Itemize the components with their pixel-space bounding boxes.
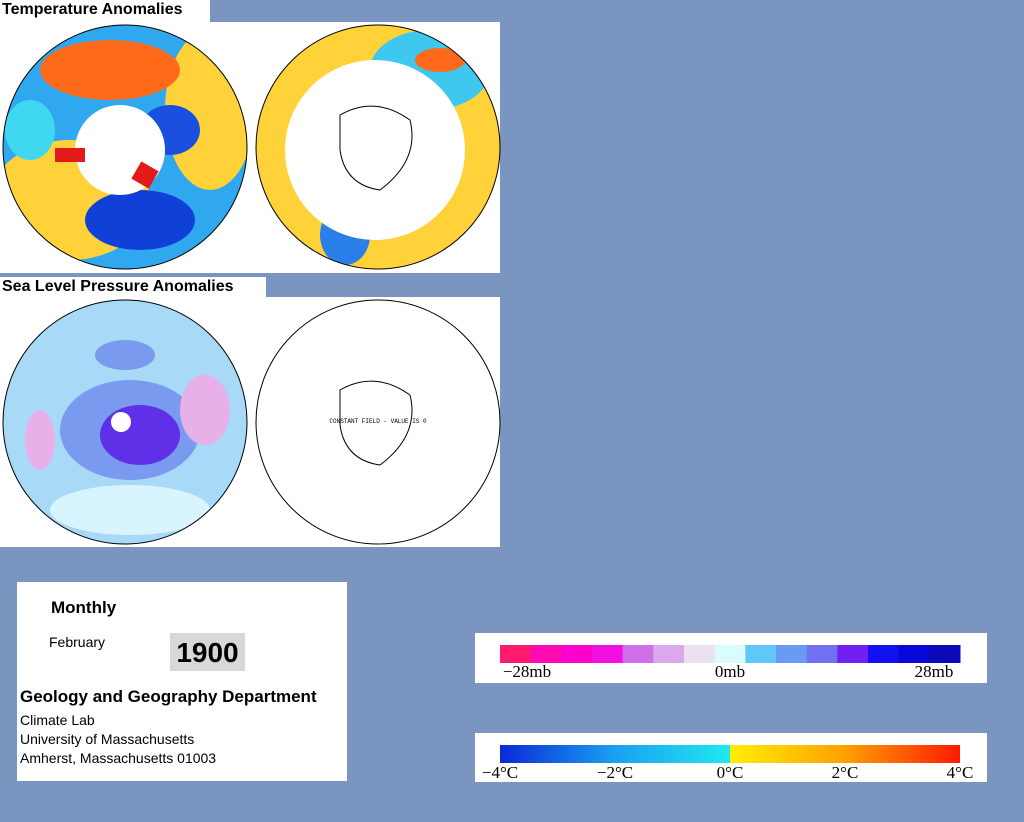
info-line: Climate Lab (20, 712, 95, 728)
coastline (339, 105, 413, 191)
scale-label: 0°C (717, 763, 744, 782)
color-swatch (500, 645, 532, 663)
pressure-map-north (3, 300, 247, 544)
color-swatch (776, 645, 808, 663)
color-swatch (530, 645, 562, 663)
year: 1900 (170, 633, 245, 671)
color-swatch (684, 645, 716, 663)
color-swatch (868, 645, 900, 663)
scale-label: 2°C (832, 763, 859, 782)
temperature-colorbar (500, 745, 960, 763)
color-swatch (714, 645, 746, 663)
scale-label: −4°C (482, 763, 518, 782)
month: February (49, 634, 106, 650)
color-swatch (745, 645, 777, 663)
period: Monthly (51, 598, 117, 617)
scale-label: 4°C (947, 763, 974, 782)
color-swatch (837, 645, 869, 663)
color-swatch (653, 645, 685, 663)
color-swatch (806, 645, 838, 663)
scale-label: 28mb (915, 662, 954, 681)
color-swatch (622, 645, 654, 663)
color-swatch (929, 645, 961, 663)
department: Geology and Geography Department (20, 687, 317, 706)
color-swatch (561, 645, 593, 663)
info-line: University of Massachusetts (20, 731, 195, 747)
color-swatch (898, 645, 930, 663)
scale-label: −28mb (503, 662, 551, 681)
temperature-map-south (256, 25, 500, 269)
scale-label: −2°C (597, 763, 633, 782)
pressure-colorbar (500, 645, 961, 663)
panel-title: Temperature Anomalies (0, 0, 210, 22)
scale-label: 0mb (715, 662, 745, 681)
info-box: Monthly February 1900 Geology and Geogra… (17, 582, 347, 781)
panel-title: Sea Level Pressure Anomalies (0, 277, 266, 297)
coastline (339, 380, 413, 466)
map-annotation: CONSTANT FIELD - VALUE IS 0 (329, 418, 427, 425)
info-line: Amherst, Massachusetts 01003 (20, 750, 217, 766)
color-swatch (592, 645, 624, 663)
